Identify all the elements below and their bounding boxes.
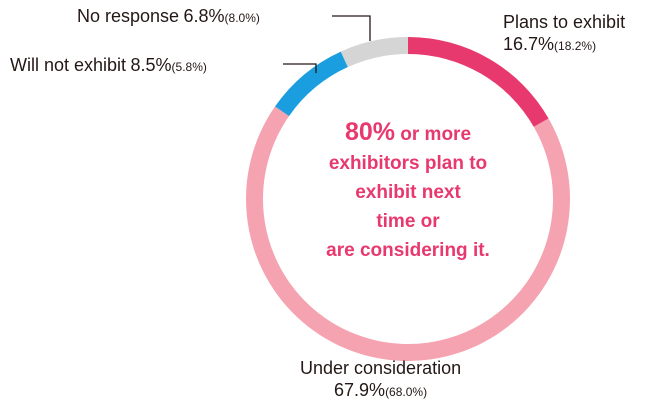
label-no-response-value: 6.8% — [183, 6, 225, 26]
leader-no-response — [332, 15, 371, 41]
label-will-not-exhibit-prev: (5.8%) — [171, 60, 207, 74]
label-under-consideration-name: Under consideration — [300, 358, 462, 378]
center-line3: exhibit next — [355, 182, 461, 203]
label-plans-to-exhibit-value: 16.7% — [503, 33, 555, 54]
center-line1-rest: or more — [395, 124, 472, 145]
label-will-not-exhibit: Will not exhibit 8.5%(5.8%) — [10, 55, 207, 77]
label-no-response-name: No response — [77, 6, 180, 26]
label-will-not-exhibit-value: 8.5% — [130, 55, 172, 75]
center-line4: time or — [376, 211, 440, 232]
label-no-response: No response 6.8%(8.0%) — [77, 6, 260, 28]
leader-will-not-exhibit — [283, 63, 317, 74]
center-line5: are considering it. — [326, 240, 490, 261]
center-line2: exhibitors plan to — [328, 153, 488, 174]
label-under-consideration-value: 67.9% — [334, 379, 386, 400]
label-under-consideration-prev: (68.0%) — [385, 384, 428, 399]
slice-plans-to-exhibit — [408, 37, 549, 127]
center-highlight: 80% — [344, 118, 395, 146]
label-plans-to-exhibit: Plans to exhibit 16.7%(18.2%) — [503, 12, 625, 55]
slice-will-not-exhibit — [275, 51, 348, 117]
label-under-consideration: Under consideration 67.9%(68.0%) — [300, 358, 461, 401]
label-will-not-exhibit-name: Will not exhibit — [10, 55, 127, 75]
label-plans-to-exhibit-prev: (18.2%) — [554, 38, 597, 53]
label-plans-to-exhibit-name: Plans to exhibit — [503, 12, 626, 32]
slice-under-consideration — [246, 106, 570, 361]
label-no-response-prev: (8.0%) — [224, 11, 260, 25]
slice-no-response — [340, 37, 408, 68]
center-message: 80% or more exhibitors plan to exhibit n… — [288, 118, 528, 265]
